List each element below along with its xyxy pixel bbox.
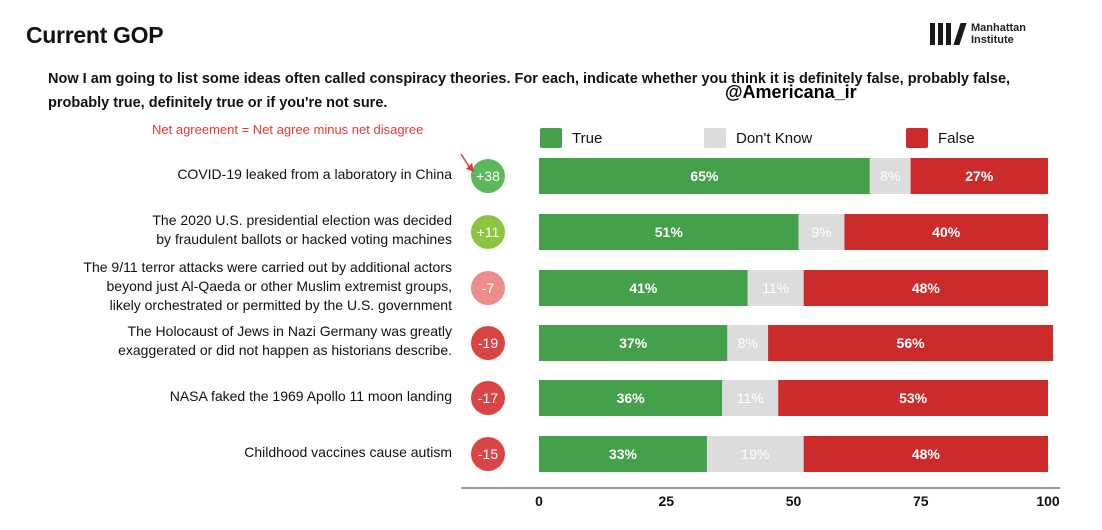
bar-segment-dontknow <box>747 270 804 306</box>
legend-false-label: False <box>938 129 975 147</box>
bar-segment-true <box>539 214 799 250</box>
row-label: Childhood vaccines cause autism <box>244 443 452 460</box>
legend-dontknow-swatch <box>704 128 726 148</box>
row-label: COVID-19 leaked from a laboratory in Chi… <box>177 165 452 182</box>
net-agreement-note: Net agreement = Net agree minus net disa… <box>152 122 424 137</box>
bar-segment-false <box>803 436 1048 472</box>
logo-line-2: Institute <box>971 34 1014 46</box>
bar-value-label: 11% <box>737 390 764 406</box>
net-agreement-badge: -17 <box>471 381 505 415</box>
net-agreement-badge: +38 <box>471 159 505 193</box>
bar-value-label: 56% <box>897 335 926 351</box>
bar-value-label: 36% <box>617 390 646 406</box>
logo-text: Manhattan Institute <box>971 22 1026 46</box>
legend-true: True <box>540 128 602 148</box>
legend-false-swatch <box>906 128 928 148</box>
bar-segment-false <box>778 380 1048 416</box>
legend-true-swatch <box>540 128 562 148</box>
row-label: The 9/11 terror attacks were carried out… <box>83 258 452 313</box>
x-tick-label: 100 <box>1036 493 1060 509</box>
x-tick-label: 50 <box>786 493 802 509</box>
row-label: NASA faked the 1969 Apollo 11 moon landi… <box>169 387 452 404</box>
bar-segment-true <box>539 270 748 306</box>
bar-value-label: 41% <box>629 280 658 296</box>
note-arrow-line <box>460 153 471 169</box>
bar-value-label: 11% <box>762 280 789 296</box>
legend-dontknow: Don't Know <box>704 128 812 148</box>
x-tick-label: 0 <box>535 493 543 509</box>
bar-value-label: 40% <box>932 224 961 240</box>
bar-segment-dontknow <box>706 436 804 472</box>
bar-value-label: 65% <box>690 168 719 184</box>
bar-segment-false <box>768 325 1054 361</box>
bar-segment-true <box>539 325 728 361</box>
bar-value-label: 48% <box>912 446 941 462</box>
legend-true-label: True <box>572 129 603 147</box>
bar-segment-dontknow <box>727 325 769 361</box>
bar-value-label: 37% <box>619 335 648 351</box>
survey-question: Now I am going to list some ideas often … <box>48 71 1011 111</box>
row-label: The 2020 U.S. presidential election was … <box>152 212 452 247</box>
bar-value-label: 19% <box>741 446 769 462</box>
bar-value-label: 27% <box>965 168 994 184</box>
bar-segment-false <box>910 158 1048 194</box>
bar-segment-dontknow <box>869 158 911 194</box>
x-tick-label: 75 <box>913 493 929 509</box>
legend-false: False <box>906 128 975 148</box>
bar-segment-false <box>844 214 1048 250</box>
bar-segment-true <box>539 436 707 472</box>
bar-value-label: 9% <box>811 224 831 240</box>
bar-value-label: 33% <box>609 446 638 462</box>
bar-value-label: 53% <box>899 390 928 406</box>
watermark-handle: @Americana_ir <box>725 82 857 102</box>
net-agreement-badge: -7 <box>471 271 505 305</box>
bar-value-label: 48% <box>912 280 941 296</box>
manhattan-institute-logo: Manhattan Institute <box>930 22 1026 46</box>
chart-title: Current GOP <box>26 22 164 48</box>
bar-value-label: 8% <box>880 168 900 184</box>
legend-dontknow-label: Don't Know <box>736 129 813 147</box>
net-agreement-badge: -15 <box>471 437 505 471</box>
x-tick-label: 25 <box>658 493 674 509</box>
net-agreement-badge: +11 <box>471 215 505 249</box>
net-agreement-badge: -19 <box>471 326 505 360</box>
bar-value-label: 51% <box>655 224 684 240</box>
row-label: The Holocaust of Jews in Nazi Germany wa… <box>118 323 452 358</box>
logo-bars-icon <box>930 23 967 45</box>
logo-line-1: Manhattan <box>971 22 1026 34</box>
bar-segment-false <box>803 270 1048 306</box>
bar-segment-true <box>539 158 870 194</box>
bar-segment-dontknow <box>798 214 845 250</box>
bar-segment-dontknow <box>722 380 779 416</box>
bar-segment-true <box>539 380 723 416</box>
bar-value-label: 8% <box>738 335 758 351</box>
